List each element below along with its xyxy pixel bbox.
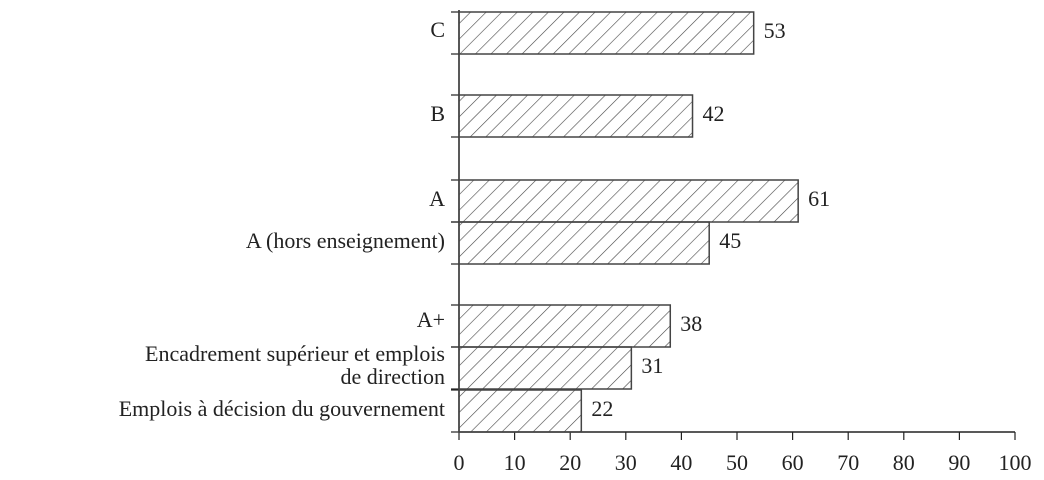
bar bbox=[458, 94, 694, 138]
x-tick-label: 100 bbox=[999, 450, 1032, 475]
bar bbox=[458, 389, 583, 433]
category-label: A bbox=[429, 186, 445, 211]
x-tick-label: 10 bbox=[504, 450, 526, 475]
x-tick-label: 0 bbox=[454, 450, 465, 475]
x-tick-label: 90 bbox=[948, 450, 970, 475]
x-tick-label: 40 bbox=[670, 450, 692, 475]
x-tick-label: 50 bbox=[726, 450, 748, 475]
category-label: Emplois à décision du gouvernement bbox=[119, 396, 445, 421]
x-tick-label: 20 bbox=[559, 450, 581, 475]
value-label: 53 bbox=[764, 18, 786, 43]
value-label: 42 bbox=[703, 101, 725, 126]
x-tick-label: 60 bbox=[782, 450, 804, 475]
category-label: Encadrement supérieur et emplois de direc… bbox=[145, 341, 445, 389]
x-tick-label: 70 bbox=[837, 450, 859, 475]
value-label: 22 bbox=[591, 396, 613, 421]
bar bbox=[458, 11, 755, 55]
x-tick-label: 30 bbox=[615, 450, 637, 475]
value-label: 61 bbox=[808, 186, 830, 211]
bar bbox=[458, 346, 633, 390]
category-label: A (hors enseignement) bbox=[246, 228, 445, 253]
bar bbox=[458, 179, 799, 223]
value-label: 45 bbox=[719, 228, 741, 253]
value-label: 38 bbox=[680, 311, 702, 336]
value-label: 31 bbox=[641, 353, 663, 378]
category-label: C bbox=[430, 17, 445, 42]
x-tick-label: 80 bbox=[893, 450, 915, 475]
category-label: B bbox=[430, 101, 445, 126]
bar bbox=[458, 304, 672, 348]
bar bbox=[458, 221, 710, 265]
category-label: A+ bbox=[417, 307, 445, 332]
